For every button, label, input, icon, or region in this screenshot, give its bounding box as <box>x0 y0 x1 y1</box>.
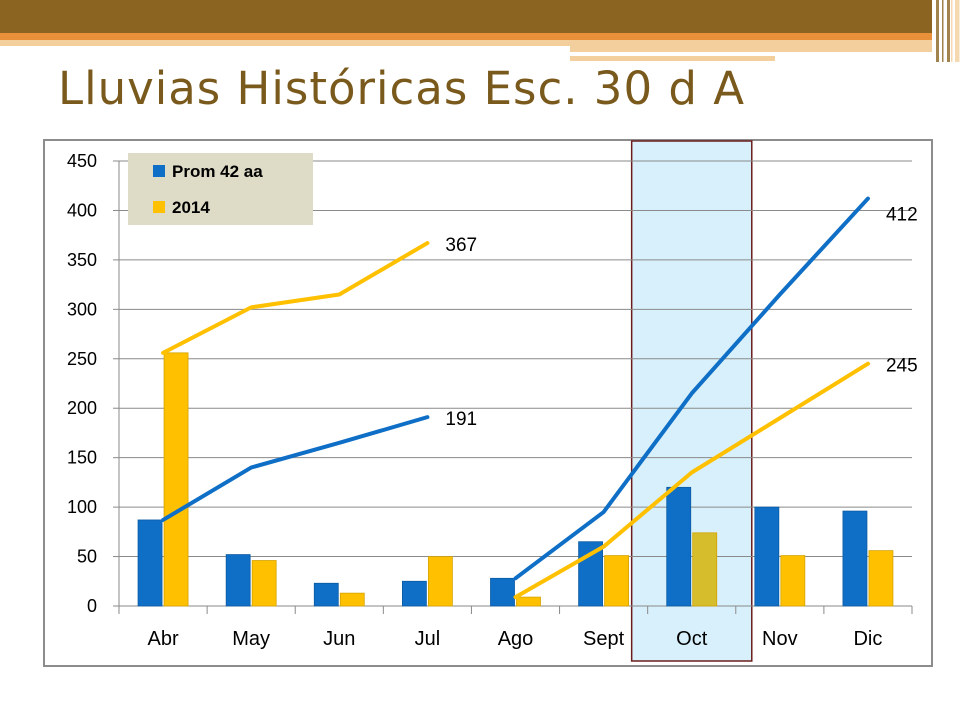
y-tick-label: 150 <box>67 448 97 468</box>
header-bar-tan-shortest <box>570 56 775 61</box>
bar-prom-42-aa <box>401 580 427 607</box>
line-end-label: 367 <box>445 235 477 256</box>
y-tick-label: 450 <box>67 151 97 171</box>
header-stripe <box>947 0 950 62</box>
highlight-oct-box <box>630 140 753 662</box>
bar-prom-42-aa <box>313 582 339 607</box>
header-bar-dark <box>0 0 932 33</box>
bar-2014 <box>780 555 806 607</box>
header-bar-orange <box>0 33 932 40</box>
y-tick-label: 50 <box>77 547 97 567</box>
x-tick-label: Jul <box>415 628 441 650</box>
x-tick-label: Oct <box>676 628 708 650</box>
header-stripe <box>958 0 960 62</box>
bar-prom-42-aa <box>666 486 692 607</box>
y-tick-label: 350 <box>67 250 97 270</box>
x-tick-label: Jun <box>323 628 355 650</box>
y-tick-label: 0 <box>87 596 97 616</box>
header-stripe <box>955 0 958 62</box>
decorative-header-bars <box>0 0 960 62</box>
header-vertical-stripes <box>936 0 960 62</box>
x-tick-label: Abr <box>147 628 178 650</box>
bar-2014 <box>868 550 894 607</box>
y-tick-label: 300 <box>67 299 97 319</box>
y-tick-label: 100 <box>67 497 97 517</box>
bar-2014 <box>163 352 189 607</box>
y-tick-label: 250 <box>67 349 97 369</box>
bar-prom-42-aa <box>225 554 251 607</box>
line-2014 <box>513 361 870 600</box>
y-tick-label: 200 <box>67 398 97 418</box>
header-stripe <box>951 0 953 62</box>
y-tick-label: 400 <box>67 200 97 220</box>
line-end-label: 412 <box>886 205 918 226</box>
bar-2014 <box>604 555 630 607</box>
line-prom-42-aa <box>513 196 870 581</box>
legend-swatch <box>153 201 165 213</box>
x-tick-label: Dic <box>853 628 882 650</box>
bar-2014 <box>692 532 718 607</box>
legend-label: Prom 42 aa <box>172 162 263 181</box>
bar-2014 <box>251 560 277 607</box>
header-bar-tan-short <box>570 46 932 52</box>
line-end-label: 191 <box>445 409 477 430</box>
bar-prom-42-aa <box>754 506 780 607</box>
bar-2014 <box>516 596 541 607</box>
page-title: Lluvias Históricas Esc. 30 d A <box>58 62 746 115</box>
header-stripe <box>936 0 939 62</box>
line-2014 <box>161 241 430 355</box>
bar-2014 <box>339 592 365 607</box>
x-tick-label: Sept <box>583 628 625 650</box>
bar-prom-42-aa <box>490 577 515 607</box>
bar-2014 <box>427 556 453 607</box>
bar-prom-42-aa <box>842 510 868 607</box>
header-bar-tan <box>0 40 932 46</box>
bar-prom-42-aa <box>137 519 163 607</box>
line-prom-42-aa <box>161 415 430 522</box>
header-stripe <box>942 0 944 62</box>
x-tick-label: May <box>232 628 270 650</box>
x-tick-label: Ago <box>498 628 534 650</box>
legend-label: 2014 <box>172 198 210 217</box>
line-end-label: 245 <box>886 356 918 377</box>
legend-swatch <box>153 165 165 177</box>
x-tick-label: Nov <box>762 628 798 650</box>
